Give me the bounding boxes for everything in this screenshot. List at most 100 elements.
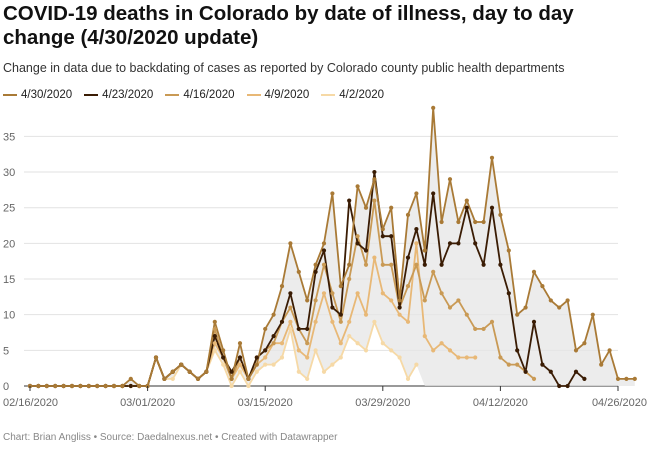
data-point [380, 262, 385, 267]
data-point [447, 348, 453, 353]
data-point [69, 383, 75, 389]
legend-label: 4/16/2020 [183, 89, 235, 101]
data-point [548, 298, 553, 303]
data-point [464, 198, 469, 203]
data-point [111, 383, 117, 389]
data-point [221, 362, 226, 367]
data-point [565, 383, 570, 389]
data-point [363, 262, 369, 267]
legend-label: 4/2/2020 [339, 89, 385, 101]
data-point [422, 262, 427, 267]
data-point [414, 227, 419, 232]
data-point [523, 369, 528, 374]
data-point [372, 169, 377, 175]
data-point [179, 362, 184, 367]
data-point [355, 241, 360, 246]
data-point [187, 369, 192, 374]
data-point [95, 383, 100, 389]
data-point [456, 298, 461, 303]
data-point [489, 319, 495, 324]
data-point [170, 376, 175, 381]
data-point [540, 284, 545, 289]
data-point [263, 362, 268, 367]
data-point [439, 219, 444, 225]
data-point [237, 355, 243, 360]
y-tick-label: 20 [3, 238, 15, 250]
data-point [296, 348, 301, 353]
legend-swatch [246, 94, 261, 96]
data-point [363, 348, 369, 353]
legend-label: 4/9/2020 [264, 89, 310, 101]
data-point [305, 355, 310, 360]
data-point [573, 369, 579, 374]
data-point [305, 376, 310, 381]
data-point [229, 376, 234, 381]
data-point [153, 355, 159, 360]
data-point [607, 348, 612, 353]
data-point [229, 369, 234, 374]
data-point [36, 383, 41, 389]
data-point [632, 376, 637, 381]
data-point [615, 376, 621, 381]
data-point [473, 219, 478, 225]
legend-swatch [321, 94, 336, 96]
data-point [422, 248, 427, 253]
data-point [531, 319, 537, 324]
data-point [321, 369, 327, 374]
data-point [422, 298, 427, 303]
data-point [162, 376, 167, 381]
data-point [212, 333, 217, 339]
data-point [397, 305, 402, 310]
data-point [599, 362, 604, 367]
data-point [221, 348, 226, 353]
data-point [128, 383, 133, 389]
change-area-fill [30, 107, 635, 387]
data-point [414, 362, 419, 367]
data-point [405, 284, 411, 289]
data-point [330, 362, 335, 367]
data-point [347, 262, 352, 267]
data-point [338, 355, 343, 360]
data-point [313, 348, 318, 353]
y-tick-label: 35 [3, 131, 15, 143]
data-point [447, 305, 453, 310]
data-point [263, 348, 268, 353]
data-point [237, 369, 243, 374]
data-point [582, 341, 587, 346]
data-point [506, 291, 511, 296]
x-tick-label: 04/12/2020 [473, 397, 528, 409]
data-point [271, 362, 276, 367]
data-point [271, 341, 276, 346]
data-point [489, 155, 495, 160]
data-point [86, 383, 91, 389]
data-point [355, 184, 360, 189]
data-point [414, 191, 419, 196]
data-point [212, 348, 217, 353]
data-point [397, 312, 402, 317]
data-point [590, 312, 595, 317]
data-point [347, 198, 352, 203]
data-point [313, 262, 318, 267]
data-point [305, 341, 310, 346]
data-point [279, 319, 285, 324]
legend-item-4-23: 4/23/2020 [84, 89, 153, 101]
data-point [254, 355, 259, 360]
data-point [431, 191, 436, 196]
data-point [464, 355, 469, 360]
legend: 4/30/2020 4/23/2020 4/16/2020 4/9/2020 4… [3, 89, 384, 101]
data-point [489, 205, 495, 210]
data-point [380, 227, 385, 232]
data-point [498, 262, 503, 267]
data-point [237, 341, 243, 346]
legend-label: 4/30/2020 [21, 89, 73, 101]
data-point [330, 191, 335, 196]
data-point [464, 205, 469, 210]
data-point [481, 219, 486, 225]
data-point [103, 383, 108, 389]
data-point [515, 348, 520, 353]
y-tick-label: 15 [3, 274, 15, 286]
x-tick-label: 04/26/2020 [592, 397, 647, 409]
data-point [473, 355, 478, 360]
data-point [355, 234, 360, 239]
y-tick-label: 5 [3, 345, 9, 357]
